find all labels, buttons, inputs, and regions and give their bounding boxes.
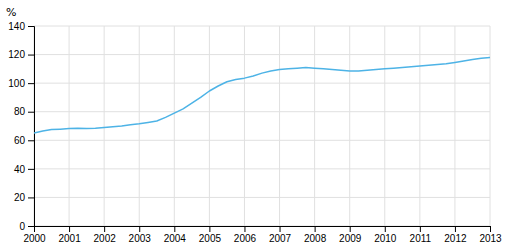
x-tick: 2013 <box>479 226 502 244</box>
x-tick: 2001 <box>58 226 81 244</box>
grid-line-x <box>279 26 280 226</box>
x-tick: 2002 <box>94 226 117 244</box>
x-tick-mark <box>104 226 105 232</box>
x-tick-mark <box>244 226 245 232</box>
grid <box>34 26 490 226</box>
grid-line-x <box>490 26 491 226</box>
x-axis-line <box>35 227 491 233</box>
x-tick-mark <box>385 226 386 232</box>
y-tick: 120 <box>8 49 34 60</box>
line <box>34 57 490 133</box>
grid-line-x <box>419 26 420 226</box>
grid-line-y <box>34 54 490 55</box>
x-tick: 2008 <box>304 226 327 244</box>
chart: 2000 2001 2002 2003 2004 2005 2006 2007 2008 2009… <box>0 0 508 250</box>
x-tick-mark <box>350 226 351 232</box>
y-tick-mark <box>28 26 34 27</box>
x-tick-mark <box>209 226 210 232</box>
x-tick-label: 2012 <box>444 233 467 244</box>
y-tick: 0 <box>19 221 34 232</box>
x-tick-label: 2004 <box>164 233 187 244</box>
grid-line-y <box>34 140 490 141</box>
x-tick-label: 2001 <box>58 233 81 244</box>
x-tick: 2000 <box>23 226 46 244</box>
x-tick-mark <box>490 226 491 232</box>
y-axis: 0 20 40 60 80 100 120 140 <box>8 21 34 232</box>
grid-line-y <box>34 197 490 198</box>
y-tick-label: 120 <box>8 49 25 60</box>
y-tick: 140 <box>8 21 34 32</box>
x-tick-mark <box>280 226 281 232</box>
grid-line-x <box>69 26 70 226</box>
y-tick: 40 <box>14 164 34 175</box>
y-tick-mark <box>28 197 34 198</box>
grid-line-x <box>349 26 350 226</box>
grid-line-x <box>314 26 315 226</box>
x-tick: 2005 <box>199 226 222 244</box>
y-tick-label: 40 <box>14 164 26 175</box>
grid-line-y <box>34 168 490 169</box>
x-tick: 2009 <box>339 226 362 244</box>
y-tick-mark <box>28 169 34 170</box>
x-tick-label: 2003 <box>129 233 152 244</box>
y-tick-mark <box>28 55 34 56</box>
grid-line-x <box>139 26 140 226</box>
y-tick-label: 140 <box>8 21 25 32</box>
grid-line-y <box>34 26 490 27</box>
x-tick-mark <box>315 226 316 232</box>
x-tick: 2003 <box>129 226 152 244</box>
y-tick-mark <box>28 112 34 113</box>
y-tick: 80 <box>14 106 34 117</box>
y-tick-label: 60 <box>14 135 26 146</box>
y-tick-mark <box>28 226 34 227</box>
grid-line-y <box>34 83 490 84</box>
y-tick: 20 <box>14 192 34 203</box>
x-tick: 2011 <box>410 226 432 244</box>
grid-line-x <box>244 26 245 226</box>
y-tick-label: 0 <box>19 221 25 232</box>
x-tick: 2010 <box>374 226 397 244</box>
grid-line-y <box>34 111 490 112</box>
x-tick-label: 2011 <box>410 233 432 244</box>
y-tick-mark <box>28 83 34 84</box>
x-tick: 2006 <box>234 226 257 244</box>
x-tick-label: 2009 <box>339 233 362 244</box>
y-tick-label: 20 <box>14 192 26 203</box>
x-tick-mark <box>420 226 421 232</box>
grid-line-x <box>454 26 455 226</box>
x-tick-mark <box>455 226 456 232</box>
grid-line-x <box>209 26 210 226</box>
y-tick-label: 80 <box>14 106 26 117</box>
marks <box>34 57 490 133</box>
x-tick-mark <box>174 226 175 232</box>
y-axis-line <box>28 27 35 227</box>
x-tick: 2012 <box>444 226 467 244</box>
x-tick-label: 2008 <box>304 233 327 244</box>
y-tick-mark <box>28 140 34 141</box>
y-tick-label: 100 <box>8 78 25 89</box>
y-tick: 60 <box>14 135 34 146</box>
x-tick-label: 2007 <box>269 233 292 244</box>
grid-line-x <box>384 26 385 226</box>
x-tick-mark <box>139 226 140 232</box>
x-tick-label: 2000 <box>23 233 46 244</box>
x-tick-label: 2002 <box>94 233 117 244</box>
grid-line-x <box>104 26 105 226</box>
grid-line-x <box>174 26 175 226</box>
y-tick: 100 <box>8 78 34 89</box>
y-axis-label: % <box>6 6 16 19</box>
x-tick: 2007 <box>269 226 292 244</box>
x-tick-mark <box>69 226 70 232</box>
plot: 2000 2001 2002 2003 2004 2005 2006 2007 2008 2009… <box>8 21 502 244</box>
x-tick-label: 2010 <box>374 233 397 244</box>
x-tick-label: 2005 <box>199 233 222 244</box>
x-axis: 2000 2001 2002 2003 2004 2005 2006 2007 2008 2009… <box>23 226 502 244</box>
x-tick-label: 2013 <box>479 233 502 244</box>
x-tick-label: 2006 <box>234 233 257 244</box>
x-tick: 2004 <box>164 226 187 244</box>
